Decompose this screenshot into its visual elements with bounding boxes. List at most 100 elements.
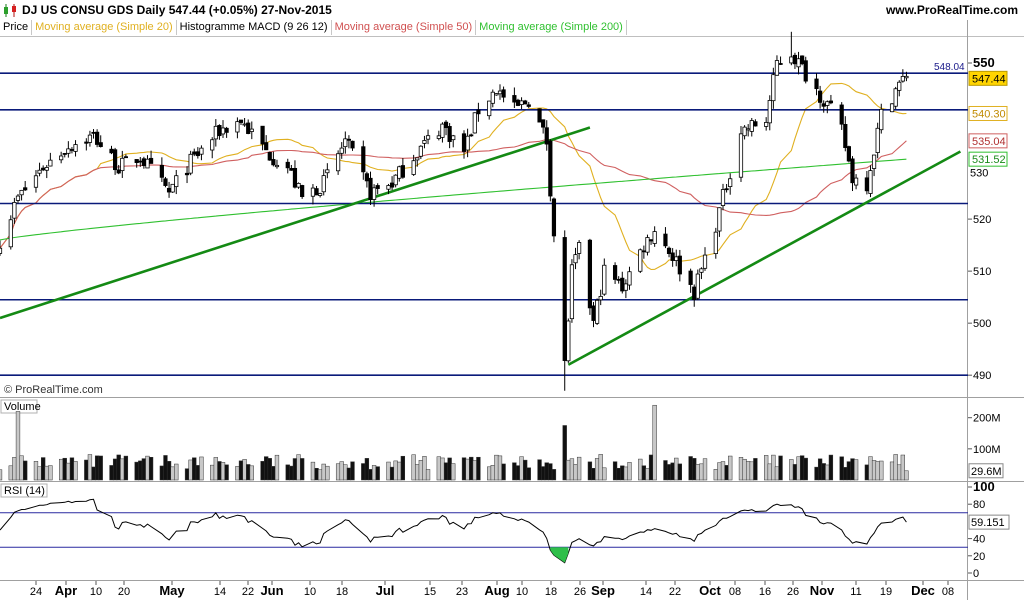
- candle: [800, 55, 805, 66]
- candle: [339, 142, 344, 159]
- candle: [900, 69, 905, 83]
- volume-bar: [84, 459, 89, 481]
- candle: [87, 130, 93, 147]
- volume-bar: [742, 458, 747, 481]
- candle: [159, 157, 164, 183]
- candle: [864, 171, 869, 195]
- candle-body: [148, 157, 154, 164]
- legend-item[interactable]: Moving average (Simple 200): [476, 20, 627, 35]
- candle: [289, 164, 294, 171]
- candle-body: [91, 131, 96, 134]
- price-tick-label: 510: [973, 266, 991, 278]
- volume-bar: [112, 458, 118, 481]
- volume-bar: [343, 464, 348, 481]
- candle-body: [321, 175, 326, 193]
- candle-body: [339, 147, 344, 154]
- candle-body: [15, 195, 21, 201]
- candle-body: [638, 249, 643, 272]
- candle: [512, 87, 517, 109]
- price-tick-label: 520: [973, 214, 991, 226]
- trendline: [567, 150, 962, 366]
- candle-body: [544, 127, 549, 145]
- candle: [663, 227, 668, 249]
- legend-item[interactable]: Moving average (Simple 50): [332, 20, 477, 35]
- time-tick-label: 11: [850, 586, 861, 598]
- rsi-line: [0, 498, 907, 564]
- candle: [210, 137, 215, 159]
- volume-bar: [843, 467, 848, 481]
- candle-body: [134, 159, 139, 163]
- volume-bar: [321, 463, 326, 481]
- legend-item[interactable]: Moving average (Simple 20): [32, 20, 177, 35]
- candle: [422, 135, 427, 149]
- volume-bar: [753, 458, 758, 481]
- volume-bar: [120, 458, 125, 481]
- volume-bar: [397, 461, 402, 481]
- candle: [447, 123, 452, 149]
- volume-bar: [566, 459, 571, 481]
- time-tick-label: Nov: [810, 583, 835, 598]
- volume-bar: [494, 454, 499, 481]
- candle: [501, 86, 506, 103]
- website-link[interactable]: www.ProRealTime.com: [885, 3, 1018, 17]
- candle-body: [422, 140, 427, 144]
- volume-bar: [746, 461, 751, 481]
- candle-body: [523, 100, 528, 105]
- volume-bar: [612, 461, 618, 481]
- candle: [541, 119, 546, 134]
- candle-body: [469, 134, 474, 137]
- volume-bar: [461, 457, 467, 481]
- candle-body: [98, 142, 103, 147]
- candle-body: [195, 151, 200, 157]
- candle-body: [224, 127, 229, 133]
- candle: [771, 67, 776, 109]
- legend-item[interactable]: Price: [0, 20, 33, 35]
- candle: [875, 122, 880, 159]
- candle-body: [425, 135, 431, 140]
- rsi-last-tag: 59.151: [971, 517, 1005, 529]
- candle: [846, 145, 851, 163]
- volume-bar: [264, 456, 269, 481]
- candle: [728, 173, 733, 195]
- candle-body: [289, 168, 294, 171]
- volume-bar: [249, 465, 254, 481]
- candle: [98, 135, 103, 148]
- candle: [66, 141, 71, 158]
- candle-body: [688, 270, 693, 285]
- price-value-tag-box: [968, 105, 1008, 121]
- candle-body: [764, 122, 769, 127]
- copyright-label: © ProRealTime.com: [4, 384, 103, 396]
- candle-body: [271, 159, 276, 166]
- volume-bar: [796, 456, 801, 481]
- volume-bar: [627, 462, 632, 481]
- volume-bar: [289, 465, 294, 481]
- volume-bar: [799, 455, 805, 481]
- volume-bar: [134, 461, 139, 481]
- candle-body: [648, 239, 654, 242]
- candle-body: [336, 153, 341, 172]
- volume-bar: [389, 466, 395, 481]
- candle: [695, 269, 700, 301]
- time-tick-label: Sep: [591, 583, 615, 598]
- volume-bar: [868, 456, 873, 481]
- price-value-tag-text: 547.44: [972, 73, 1006, 85]
- candle-body: [472, 112, 477, 134]
- candle: [839, 102, 844, 130]
- candle: [217, 124, 222, 140]
- legend-item[interactable]: Histogramme MACD (9 26 12): [177, 20, 332, 35]
- candle-body: [674, 256, 679, 261]
- price-value-tag-box: [968, 151, 1008, 167]
- candle-body: [720, 189, 726, 206]
- ma200-line: [0, 158, 907, 241]
- candle-body: [889, 103, 895, 113]
- volume-bars: [0, 404, 909, 481]
- candle-body: [620, 277, 625, 292]
- volume-bar: [677, 463, 682, 481]
- volume-bar: [299, 458, 305, 481]
- volume-bar: [15, 411, 21, 481]
- candle: [677, 249, 682, 282]
- candle-body: [346, 138, 352, 141]
- candle-body: [677, 255, 682, 275]
- candle-body: [19, 189, 24, 196]
